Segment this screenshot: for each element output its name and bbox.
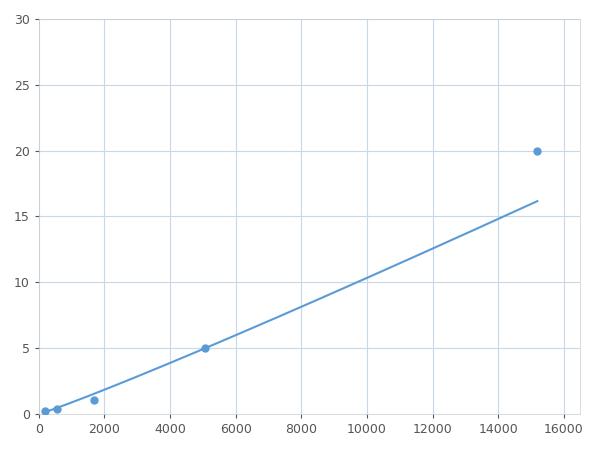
Point [52,405,62,412]
Point [532,147,542,154]
Point [40,408,50,415]
Point [89,396,99,403]
Point [200,345,210,352]
